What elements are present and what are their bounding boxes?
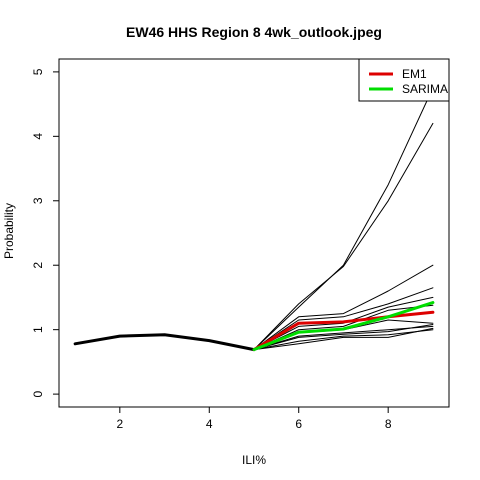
ensemble-path-line: [253, 325, 434, 351]
plot-area: 2 4 6 8 0 1 2 3 4 5: [31, 68, 435, 431]
y-tick-label: 4: [31, 133, 45, 140]
legend: EM1 SARIMA: [358, 58, 450, 102]
ensemble-path-line: [253, 324, 434, 351]
ensemble-path-line: [253, 304, 434, 351]
history-line: [73, 333, 256, 352]
ensemble-path-line: [253, 327, 434, 351]
x-tick-label: 8: [385, 417, 392, 431]
series-line-sarima: [252, 301, 435, 352]
ensemble-path-line: [253, 122, 434, 351]
ensemble-path-line: [253, 287, 434, 351]
ensemble-path-line: [253, 87, 434, 351]
ensemble-path-line: [253, 329, 434, 351]
x-tick-label: 4: [206, 417, 213, 431]
ensemble-path-line: [253, 264, 434, 351]
series-line-em1: [252, 310, 435, 352]
x-tick-label: 2: [116, 417, 123, 431]
chart-title: EW46 HHS Region 8 4wk_outlook.jpeg: [126, 24, 382, 40]
y-tick-label: 1: [31, 326, 45, 333]
legend-box: [358, 58, 450, 102]
y-tick-label: 5: [31, 68, 45, 75]
plot-frame: [58, 58, 450, 408]
y-tick-label: 3: [31, 197, 45, 204]
x-tick-label: 6: [295, 417, 302, 431]
y-tick-label: 2: [31, 262, 45, 269]
legend-label-em1: EM1: [402, 67, 427, 81]
x-axis-label: ILI%: [242, 453, 266, 467]
legend-label-sarima: SARIMA: [402, 82, 448, 96]
y-tick-label: 0: [31, 390, 45, 397]
y-axis-label: Probability: [2, 203, 16, 259]
